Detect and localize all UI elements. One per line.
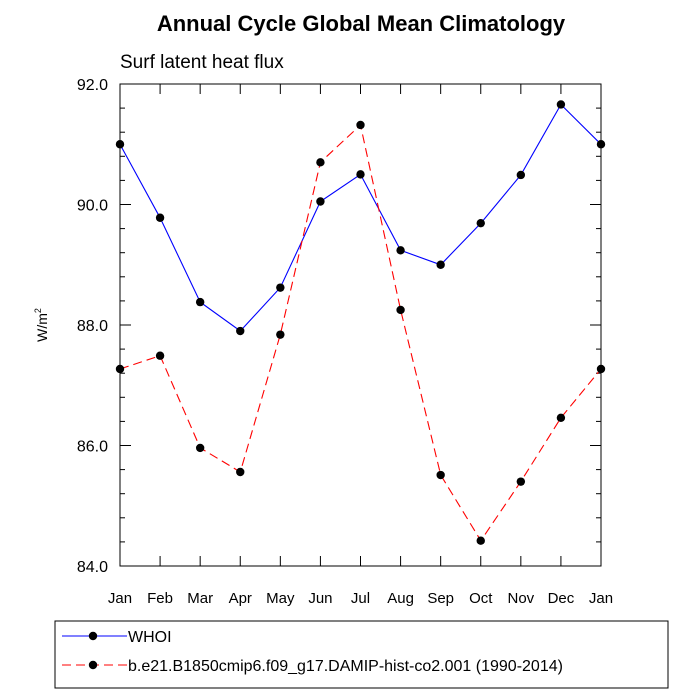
- data-point: [476, 536, 485, 545]
- y-axis-label-superscript: 2: [33, 308, 43, 313]
- data-point: [155, 213, 165, 222]
- data-point: [236, 467, 245, 477]
- y-tick-label: 92.0: [77, 77, 108, 94]
- data-point: [356, 120, 365, 130]
- data-point: [115, 140, 125, 149]
- axis-ticks: [119, 83, 602, 567]
- x-tick-label: Jun: [308, 590, 332, 607]
- x-tick-labels: Jan Feb Mar Apr May Jun Jul Aug Sep Oct Nov Dec Jan: [108, 590, 613, 607]
- y-axis-label-base: W/m: [34, 313, 50, 342]
- data-point: [396, 305, 405, 315]
- x-tick-label: Aug: [387, 590, 414, 607]
- series-line-0: [119, 103, 602, 332]
- data-point: [316, 197, 325, 206]
- data-point: [516, 170, 526, 180]
- x-tick-label: Nov: [507, 590, 534, 607]
- data-point: [276, 330, 285, 339]
- legend: WHOI b.e21.B1850cmip6.f09_g17.DAMIP-hist-…: [62, 629, 563, 675]
- data-point: [436, 470, 445, 480]
- x-tick-label: Sep: [427, 590, 454, 607]
- x-tick-label: Apr: [229, 590, 252, 607]
- legend-label: WHOI: [128, 629, 172, 646]
- series-group: [115, 100, 606, 545]
- data-point: [476, 218, 485, 228]
- legend-label: b.e21.B1850cmip6.f09_g17.DAMIP-hist-co2.…: [128, 658, 563, 675]
- y-axis-label: W/m2: [33, 308, 50, 342]
- y-tick-label: 86.0: [77, 439, 108, 456]
- data-point: [276, 283, 285, 292]
- x-tick-label: Feb: [147, 590, 173, 607]
- y-tick-label: 84.0: [77, 559, 108, 576]
- y-tick-label: 90.0: [77, 198, 108, 215]
- x-tick-label: Jan: [108, 590, 132, 607]
- data-point: [356, 170, 365, 179]
- x-tick-label: Jan: [589, 590, 613, 607]
- data-point: [236, 326, 245, 336]
- data-point: [195, 443, 205, 453]
- y-tick-labels: 84.0 86.0 88.0 90.0 92.0: [77, 77, 108, 576]
- data-point: [316, 158, 325, 167]
- plot-frame: [119, 83, 602, 567]
- x-tick-label: Mar: [187, 590, 213, 607]
- data-point: [115, 364, 125, 374]
- x-tick-label: Dec: [548, 590, 575, 607]
- chart-subtitle: Surf latent heat flux: [120, 52, 284, 73]
- data-point: [516, 477, 526, 486]
- data-point: [436, 260, 445, 269]
- data-point: [556, 100, 566, 109]
- data-point: [596, 140, 606, 149]
- x-tick-label: Jul: [351, 590, 370, 607]
- y-tick-label: 88.0: [77, 318, 108, 335]
- data-point: [596, 364, 606, 374]
- data-point: [396, 246, 405, 255]
- data-point: [556, 413, 566, 422]
- x-tick-label: Oct: [469, 590, 493, 607]
- legend-box: [54, 620, 669, 689]
- legend-marker: [88, 660, 98, 670]
- data-point: [155, 351, 165, 360]
- legend-marker: [88, 631, 98, 641]
- x-tick-label: May: [266, 590, 295, 607]
- chart-title: Annual Cycle Global Mean Climatology: [157, 11, 566, 36]
- series-line-1: [119, 123, 602, 542]
- data-point: [195, 297, 205, 307]
